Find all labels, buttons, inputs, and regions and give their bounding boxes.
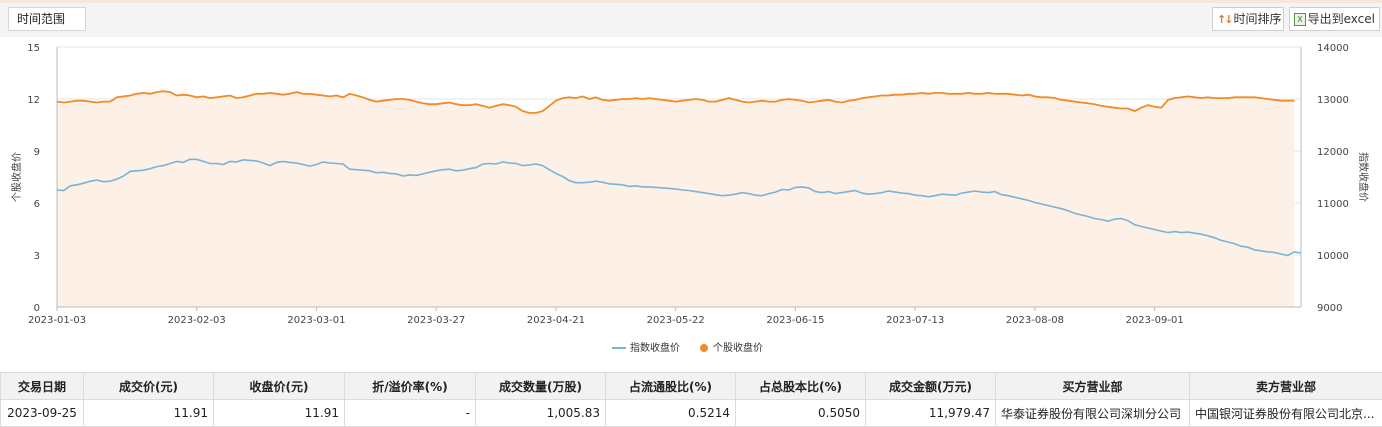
x-tick-label: 2023-07-13 bbox=[886, 315, 944, 326]
chart-legend: 指数收盘价 个股收盘价 bbox=[612, 341, 763, 354]
col-buyer-branch[interactable]: 买方营业部 bbox=[996, 373, 1190, 400]
x-tick-label: 2023-03-27 bbox=[407, 315, 465, 326]
x-tick-label: 2023-06-15 bbox=[766, 315, 824, 326]
block-trade-table: 交易日期 成交价(元) 收盘价(元) 折/溢价率(%) 成交数量(万股) 占流通… bbox=[0, 372, 1382, 427]
cell-volume: 1,005.83 bbox=[476, 400, 606, 427]
cell-trade-date: 2023-09-25 bbox=[1, 400, 84, 427]
col-float-share-ratio[interactable]: 占流通股比(%) bbox=[606, 373, 736, 400]
col-amount[interactable]: 成交金额(万元) bbox=[866, 373, 996, 400]
table-header-row: 交易日期 成交价(元) 收盘价(元) 折/溢价率(%) 成交数量(万股) 占流通… bbox=[1, 373, 1382, 400]
left-tick-label: 0 bbox=[34, 303, 40, 314]
cell-total-share-ratio: 0.5050 bbox=[736, 400, 866, 427]
legend-stock-label: 个股收盘价 bbox=[713, 341, 763, 354]
left-tick-label: 6 bbox=[34, 199, 40, 210]
toolbar: 时间范围 ↑↓ 时间排序 X 导出到excel bbox=[0, 3, 1382, 37]
right-tick-label: 11000 bbox=[1317, 199, 1349, 210]
export-excel-label: 导出到excel bbox=[1308, 8, 1375, 30]
x-tick-label: 2023-01-03 bbox=[28, 315, 86, 326]
col-trade-price[interactable]: 成交价(元) bbox=[84, 373, 214, 400]
time-sort-button[interactable]: ↑↓ 时间排序 bbox=[1212, 7, 1284, 31]
cell-amount: 11,979.47 bbox=[866, 400, 996, 427]
right-axis-ticks: 9000 10000 11000 12000 13000 14000 bbox=[1317, 43, 1349, 314]
x-tick-label: 2023-08-08 bbox=[1006, 315, 1064, 326]
x-axis-ticks: 2023-01-03 2023-02-03 2023-03-01 2023-03-27… bbox=[28, 307, 1184, 326]
right-tick-label: 13000 bbox=[1317, 95, 1349, 106]
col-trade-date[interactable]: 交易日期 bbox=[1, 373, 84, 400]
left-tick-label: 3 bbox=[34, 251, 40, 262]
legend-stock-swatch bbox=[700, 344, 708, 352]
right-tick-label: 14000 bbox=[1317, 43, 1349, 54]
col-seller-branch[interactable]: 卖方营业部 bbox=[1190, 373, 1382, 400]
left-axis-label: 个股收盘价 bbox=[10, 152, 23, 202]
price-chart: 0 3 6 9 12 15 9000 10000 11000 12000 13000 14000 2… bbox=[0, 37, 1382, 370]
cell-float-share-ratio: 0.5214 bbox=[606, 400, 736, 427]
col-total-share-ratio[interactable]: 占总股本比(%) bbox=[736, 373, 866, 400]
right-tick-label: 9000 bbox=[1317, 303, 1342, 314]
col-close-price[interactable]: 收盘价(元) bbox=[214, 373, 345, 400]
col-volume[interactable]: 成交数量(万股) bbox=[476, 373, 606, 400]
right-axis-label: 指数收盘价 bbox=[1357, 152, 1370, 202]
left-tick-label: 12 bbox=[27, 95, 40, 106]
x-tick-label: 2023-09-01 bbox=[1126, 315, 1184, 326]
table-row[interactable]: 2023-09-25 11.91 11.91 - 1,005.83 0.5214… bbox=[1, 400, 1382, 427]
stock-price-area bbox=[57, 91, 1294, 307]
left-axis-ticks: 0 3 6 9 12 15 bbox=[27, 43, 40, 314]
x-tick-label: 2023-03-01 bbox=[287, 315, 345, 326]
x-tick-label: 2023-04-21 bbox=[527, 315, 585, 326]
right-tick-label: 12000 bbox=[1317, 147, 1349, 158]
legend-index-label: 指数收盘价 bbox=[630, 341, 680, 354]
cell-trade-price: 11.91 bbox=[84, 400, 214, 427]
export-excel-button[interactable]: X 导出到excel bbox=[1289, 7, 1380, 31]
cell-premium-rate: - bbox=[345, 400, 476, 427]
left-tick-label: 9 bbox=[34, 147, 40, 158]
cell-seller-branch[interactable]: 中国银河证券股份有限公司北京... bbox=[1190, 400, 1382, 427]
col-premium-rate[interactable]: 折/溢价率(%) bbox=[345, 373, 476, 400]
time-range-label: 时间范围 bbox=[17, 12, 65, 26]
x-tick-label: 2023-02-03 bbox=[168, 315, 226, 326]
right-tick-label: 10000 bbox=[1317, 251, 1349, 262]
time-sort-label: 时间排序 bbox=[1233, 8, 1281, 30]
sort-arrows-icon: ↑↓ bbox=[1217, 14, 1231, 25]
time-range-button[interactable]: 时间范围 bbox=[8, 7, 86, 31]
cell-close-price: 11.91 bbox=[214, 400, 345, 427]
left-tick-label: 15 bbox=[27, 43, 40, 54]
excel-icon: X bbox=[1294, 13, 1306, 26]
x-tick-label: 2023-05-22 bbox=[647, 315, 705, 326]
cell-buyer-branch[interactable]: 华泰证券股份有限公司深圳分公司 bbox=[996, 400, 1190, 427]
